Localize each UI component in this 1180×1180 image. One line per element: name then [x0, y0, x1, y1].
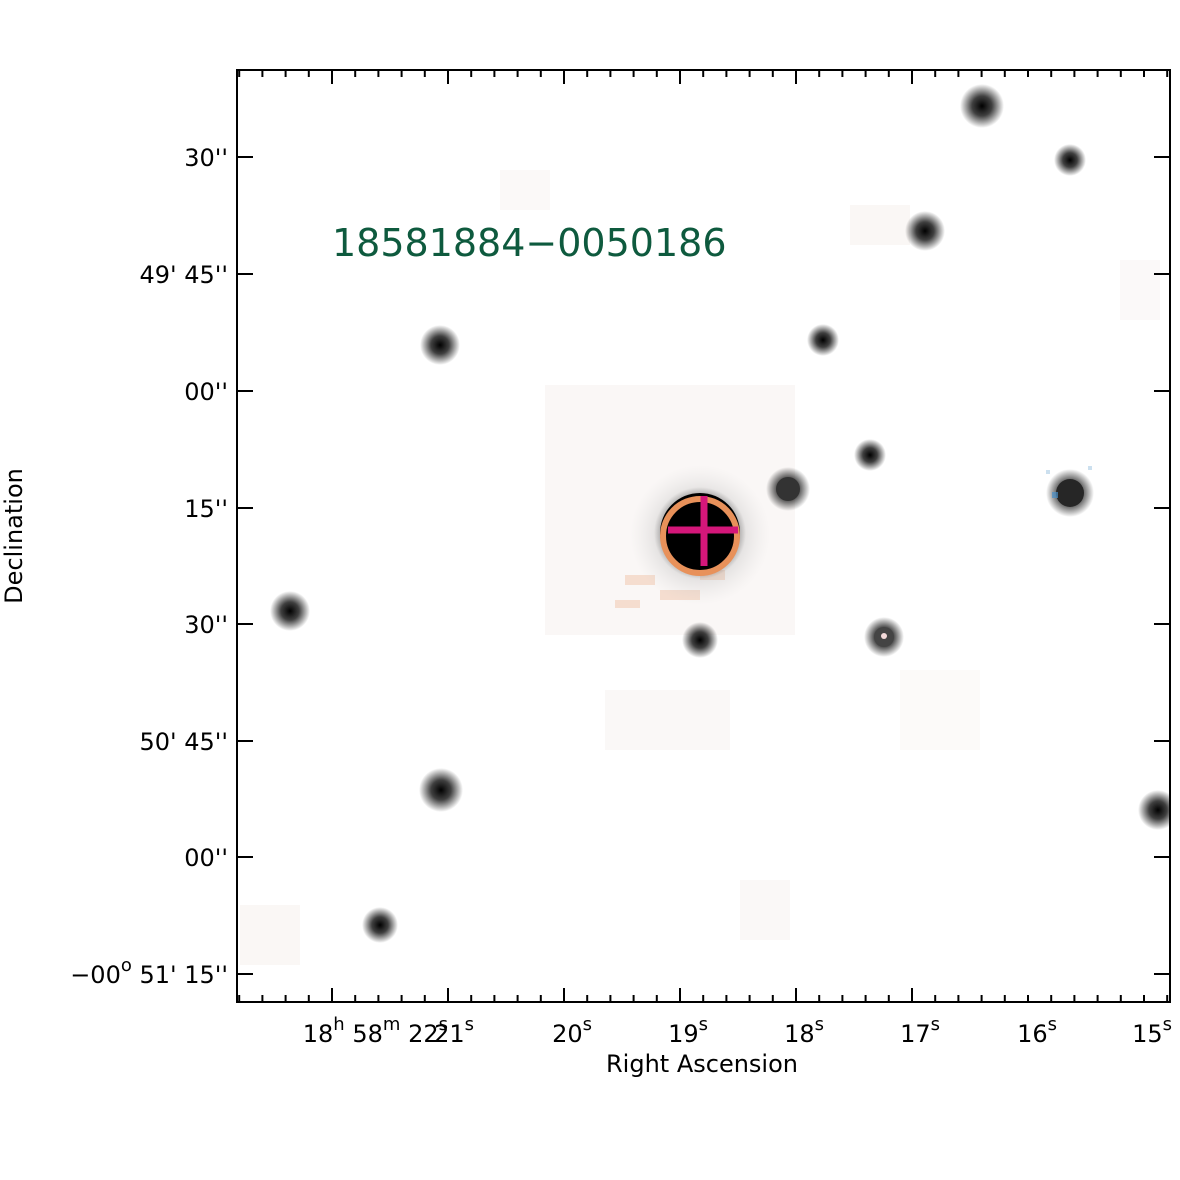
star — [766, 467, 810, 511]
star-glow — [854, 439, 886, 471]
axis-ticks — [237, 70, 1170, 1002]
dec-tick-label: 30'' — [184, 144, 228, 172]
star-glow — [905, 211, 945, 251]
star — [807, 324, 839, 356]
source-label: 18581884−0050186 — [332, 221, 727, 265]
star — [1054, 144, 1086, 176]
star-highlight — [881, 633, 887, 639]
y-axis-title: Declination — [0, 468, 28, 604]
ra-tick-label: 17s — [900, 1014, 940, 1048]
dec-tick-labels: 30'' 49' 45'' 00'' 15'' 30'' 50' 45'' 00'' −00o… — [70, 144, 228, 989]
ra-tick-label: 16s — [1017, 1014, 1057, 1048]
star — [905, 211, 945, 251]
dec-tick-label: 00'' — [184, 378, 228, 406]
dec-tick-label: 49' 45'' — [140, 261, 229, 289]
star-core — [776, 477, 800, 501]
star-glow — [1138, 790, 1170, 830]
star — [270, 591, 310, 631]
dec-tick-label: 00'' — [184, 844, 228, 872]
ra-tick-label: 20s — [552, 1014, 592, 1048]
star-glow — [419, 768, 463, 812]
star — [362, 907, 398, 943]
dec-tick-label: −00o 51' 15'' — [70, 955, 228, 989]
dec-tick-label: 50' 45'' — [140, 728, 229, 756]
star-glow — [960, 84, 1004, 128]
star-glow — [270, 591, 310, 631]
star — [419, 768, 463, 812]
ra-tick-label: 18s — [784, 1014, 824, 1048]
star-core — [1056, 479, 1084, 507]
star — [1046, 469, 1094, 517]
star — [1138, 790, 1170, 830]
target-circle — [660, 496, 740, 576]
ra-tick-label: 18h 58m 22s — [303, 1014, 448, 1048]
star — [854, 439, 886, 471]
ra-tick-label: 15s — [1132, 1014, 1172, 1048]
star — [420, 325, 460, 365]
star-glow — [1054, 144, 1086, 176]
target-cross — [668, 496, 738, 566]
star-glow — [807, 324, 839, 356]
ra-tick-label: 19s — [668, 1014, 708, 1048]
ra-tick-label: 21s — [434, 1014, 474, 1048]
star-glow — [682, 622, 718, 658]
star-glow — [420, 325, 460, 365]
star — [682, 622, 718, 658]
dec-tick-label: 15'' — [184, 495, 228, 523]
blue-noise — [1046, 466, 1092, 498]
star — [960, 84, 1004, 128]
x-axis-title: Right Ascension — [606, 1050, 798, 1078]
star-glow — [362, 907, 398, 943]
dec-tick-label: 30'' — [184, 611, 228, 639]
